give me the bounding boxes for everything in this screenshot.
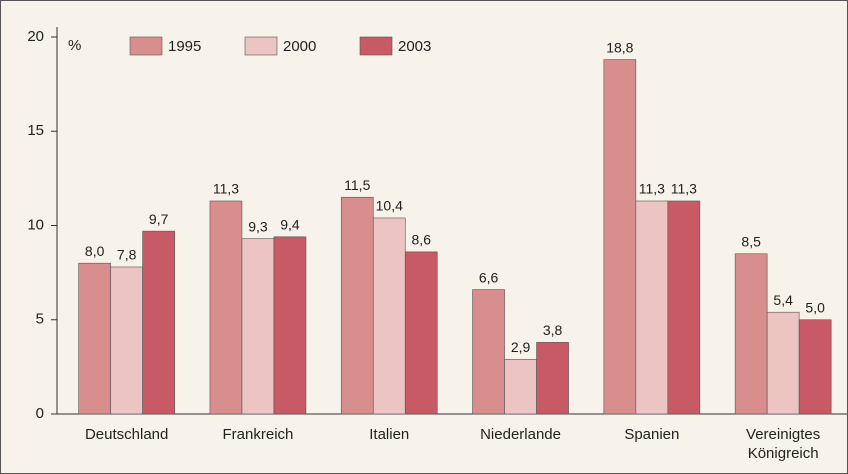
- bar: [78, 262, 111, 415]
- value-label: 11,3: [213, 181, 239, 197]
- bar: [504, 359, 537, 415]
- value-label: 10,4: [376, 198, 403, 214]
- value-label: 7,8: [117, 247, 137, 263]
- bar: [734, 253, 768, 415]
- value-label: 5,0: [805, 299, 825, 315]
- bar: [209, 200, 243, 415]
- bar: [798, 319, 832, 415]
- unit-label: %: [68, 37, 81, 54]
- y-tick-label: 20: [27, 28, 44, 45]
- x-tick-label: Niederlande: [480, 426, 561, 443]
- x-tick-label: Vereinigtes Königreich: [746, 426, 820, 462]
- bar: [536, 342, 569, 415]
- value-label: 8,5: [741, 233, 761, 249]
- legend-label: 2000: [283, 38, 316, 55]
- bar: [472, 289, 505, 415]
- y-tick-label: 15: [27, 122, 44, 139]
- value-label: 6,6: [479, 269, 499, 285]
- value-label: 8,0: [85, 243, 105, 259]
- x-tick-label: Frankreich: [223, 426, 294, 443]
- value-label: 11,5: [344, 177, 370, 193]
- x-tick-label: Spanien: [624, 426, 679, 443]
- value-label: 11,3: [671, 181, 697, 197]
- bar: [603, 59, 637, 415]
- value-label: 18,8: [606, 39, 633, 55]
- value-label: 9,3: [248, 218, 268, 234]
- bar: [635, 200, 669, 415]
- bar: [110, 266, 143, 415]
- legend-label: 1995: [168, 38, 201, 55]
- value-label: 5,4: [773, 292, 793, 308]
- bar: [142, 230, 175, 415]
- bar: [372, 217, 406, 415]
- x-tick-label: Italien: [369, 426, 409, 443]
- bar: [766, 311, 800, 415]
- value-label: 9,7: [149, 211, 169, 227]
- legend-swatch: [359, 36, 393, 56]
- bar: [667, 200, 701, 415]
- y-tick-label: 10: [27, 216, 44, 233]
- bar: [273, 236, 307, 415]
- bar: [241, 238, 275, 415]
- value-label: 2,9: [511, 339, 531, 355]
- bar: [340, 196, 374, 415]
- value-label: 3,8: [543, 322, 563, 338]
- legend-swatch: [129, 36, 163, 56]
- value-label: 11,3: [639, 181, 665, 197]
- value-label: 9,4: [280, 217, 300, 233]
- value-label: 8,6: [412, 232, 432, 248]
- x-tick-label: Deutschland: [85, 426, 168, 443]
- bar: [404, 251, 438, 415]
- y-tick-label: 5: [36, 311, 44, 328]
- legend-label: 2003: [398, 38, 431, 55]
- y-tick-label: 0: [36, 405, 44, 422]
- legend-swatch: [244, 36, 278, 56]
